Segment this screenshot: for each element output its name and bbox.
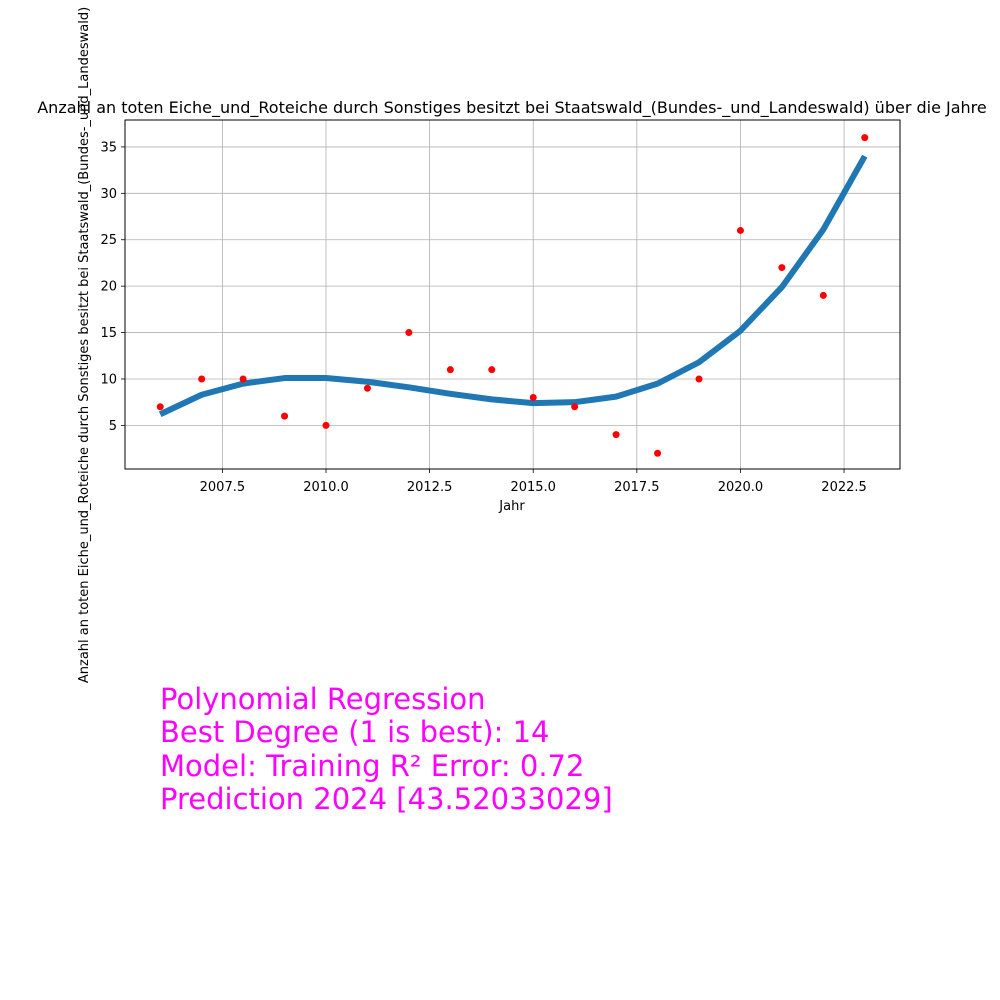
- data-point: [736, 226, 744, 234]
- x-axis-label: Jahr: [498, 499, 525, 514]
- annotation-title: Polynomial Regression: [160, 682, 486, 716]
- y-tick-label: 30: [100, 187, 117, 202]
- data-point: [239, 375, 247, 383]
- x-tick-label: 2012.5: [407, 480, 453, 495]
- x-tick-label: 2015.0: [510, 480, 556, 495]
- data-point: [198, 375, 206, 383]
- grid: [125, 120, 900, 469]
- annotation-training-error: Model: Training R² Error: 0.72: [160, 749, 585, 783]
- data-point: [654, 449, 662, 457]
- x-tick-label: 2020.0: [718, 480, 764, 495]
- plot-area: [124, 119, 901, 470]
- regression-line: [158, 154, 868, 417]
- data-point: [322, 421, 330, 429]
- fit-line-layer: [158, 154, 868, 417]
- y-tick-label: 15: [100, 326, 117, 341]
- data-point: [612, 431, 620, 439]
- y-axis-label: Anzahl an toten Eiche_und_Roteiche durch…: [77, 7, 92, 683]
- x-tick-label: 2007.5: [200, 480, 246, 495]
- data-point: [571, 403, 579, 411]
- data-point: [488, 366, 496, 374]
- chart-title: Anzahl an toten Eiche_und_Roteiche durch…: [37, 98, 987, 118]
- x-tick-label: 2017.5: [614, 480, 660, 495]
- data-point: [405, 329, 413, 337]
- data-points: [156, 134, 869, 457]
- x-tick-label: 2022.5: [821, 480, 867, 495]
- y-tick-label: 25: [100, 233, 117, 248]
- annotation-prediction: Prediction 2024 [43.52033029]: [160, 782, 613, 816]
- data-point: [529, 394, 537, 402]
- x-tick-label: 2010.0: [303, 480, 349, 495]
- x-axis-ticks: 2007.5 2010.0 2012.5 2015.0 2017.5 2020.0 2022…: [200, 469, 867, 495]
- data-point: [778, 264, 786, 272]
- y-axis-ticks: 5 10 15 20 25 30 35: [100, 140, 125, 434]
- data-point: [446, 366, 454, 374]
- data-point: [819, 291, 827, 299]
- data-point: [363, 384, 371, 392]
- y-tick-label: 10: [100, 372, 117, 387]
- data-point: [861, 134, 869, 142]
- data-point: [156, 403, 164, 411]
- data-point: [281, 412, 289, 420]
- data-point: [695, 375, 703, 383]
- y-tick-label: 20: [100, 280, 117, 295]
- annotation-best-degree: Best Degree (1 is best): 14: [160, 715, 550, 749]
- y-tick-label: 35: [100, 140, 117, 155]
- y-tick-label: 5: [109, 419, 117, 434]
